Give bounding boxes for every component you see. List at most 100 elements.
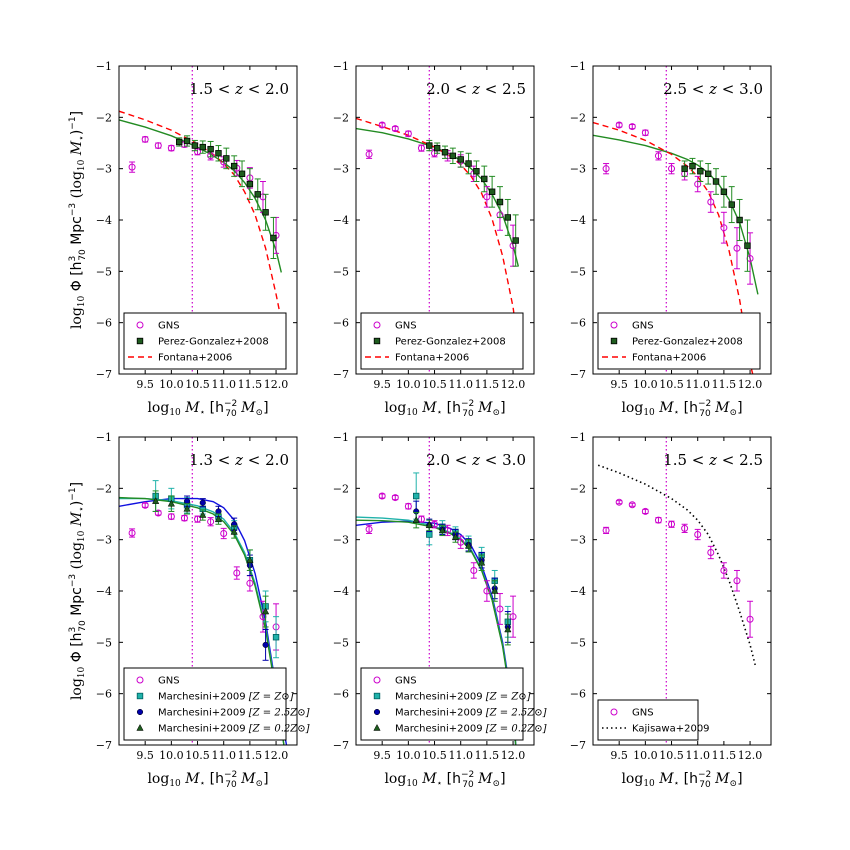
legend-label: Marchesini+2009 [Z = Z⊙] bbox=[395, 692, 531, 703]
x-tick-label: 9.5 bbox=[610, 378, 628, 391]
data-point-perez-gonzalez-2008 bbox=[681, 165, 688, 172]
y-tick-label: −3 bbox=[96, 163, 112, 176]
data-point-perez-gonzalez-2008 bbox=[689, 162, 696, 170]
y-tick-label: −2 bbox=[570, 111, 586, 124]
error-bar bbox=[470, 562, 477, 579]
series-line-marchesini-2009-z-2-5z bbox=[119, 497, 288, 745]
x-tick-label: 11.0 bbox=[211, 749, 236, 762]
x-tick-label: 11.0 bbox=[448, 378, 473, 391]
x-tick-label: 11.5 bbox=[475, 378, 500, 391]
panel-2: 9.5 10.0 10.5 11.0 11.5 12.0 −1 −2 −3 −4 −5 −6 −7 2.0… bbox=[333, 60, 535, 419]
data-point-marchesini-2009-z-2-5z bbox=[199, 499, 206, 506]
data-point-gns bbox=[128, 163, 136, 171]
x-tick-label: 11.5 bbox=[475, 749, 500, 762]
data-point-perez-gonzalez-2008 bbox=[473, 168, 480, 175]
data-point-perez-gonzalez-2008 bbox=[176, 138, 183, 146]
legend-label: Kajisawa+2009 bbox=[632, 724, 710, 735]
data-point-gns bbox=[615, 121, 623, 129]
data-point-gns bbox=[417, 144, 425, 152]
x-tick-label: 12.0 bbox=[738, 378, 763, 391]
error-bar bbox=[510, 224, 517, 267]
legend-label: GNS bbox=[395, 676, 417, 687]
data-point-perez-gonzalez-2008 bbox=[254, 191, 261, 198]
legend-label: Perez-Gonzalez+2008 bbox=[158, 337, 269, 348]
error-bar bbox=[220, 527, 227, 540]
data-point-perez-gonzalez-2008 bbox=[238, 170, 246, 177]
y-tick-label: −5 bbox=[570, 265, 586, 278]
x-tick-label: 9.5 bbox=[373, 749, 391, 762]
x-tick-label: 10.5 bbox=[659, 749, 684, 762]
y-tick-label: −4 bbox=[96, 585, 112, 598]
x-tick-label: 11.5 bbox=[238, 378, 263, 391]
redshift-label: 2.0 < z < 2.5 bbox=[426, 80, 526, 98]
data-point-marchesini-2009-z-0-2z bbox=[152, 497, 160, 504]
data-point-gns bbox=[404, 502, 412, 510]
legend-marker-gns bbox=[136, 676, 144, 684]
data-point-gns bbox=[378, 121, 386, 129]
error-bar bbox=[616, 500, 623, 505]
panel-6: 9.5 10.0 10.5 11.0 11.5 12.0 −1 −2 −3 −4 −5 −6 −7 1.5… bbox=[570, 431, 772, 790]
legend-label: Fontana+2006 bbox=[632, 353, 706, 364]
x-tick-label: 11.5 bbox=[712, 749, 737, 762]
data-point-gns bbox=[246, 579, 254, 587]
data-point-marchesini-2009-z-0-2z bbox=[246, 556, 254, 563]
data-point-perez-gonzalez-2008 bbox=[488, 188, 496, 195]
legend: GNS Perez-Gonzalez+2008 Fontana+2006 bbox=[123, 312, 287, 370]
y-tick-label: −5 bbox=[570, 636, 586, 649]
x-tick-label: 9.5 bbox=[373, 378, 391, 391]
legend-label: Marchesini+2009 [Z = 0.2Z⊙] bbox=[395, 724, 547, 735]
data-point-perez-gonzalez-2008 bbox=[720, 188, 728, 195]
x-tick-label: 10.5 bbox=[185, 749, 210, 762]
legend: GNS Marchesini+2009 [Z = Z⊙] Marchesini+20… bbox=[360, 667, 547, 741]
data-point-gns bbox=[720, 566, 728, 574]
data-point-perez-gonzalez-2008 bbox=[496, 198, 504, 206]
x-tick-label: 10.0 bbox=[396, 378, 421, 391]
data-point-gns bbox=[733, 577, 741, 585]
redshift-label: 1.5 < z < 2.5 bbox=[663, 451, 763, 469]
data-point-gns bbox=[391, 125, 399, 133]
legend-label: Marchesini+2009 [Z = Z⊙] bbox=[158, 692, 294, 703]
data-point-gns bbox=[694, 531, 702, 539]
y-tick-label: −1 bbox=[570, 60, 586, 73]
legend-marker-marchesini-2009-z-z bbox=[373, 692, 381, 700]
data-point-gns bbox=[654, 516, 662, 524]
legend-marker-perez-gonzalez-2008 bbox=[373, 337, 381, 345]
data-point-marchesini-2009-z-z bbox=[413, 492, 420, 500]
error-bar bbox=[457, 535, 464, 549]
data-point-perez-gonzalez-2008 bbox=[223, 155, 230, 162]
error-bar bbox=[129, 161, 136, 173]
legend-marker-marchesini-2009-z-2-5z bbox=[136, 708, 144, 716]
data-point-gns bbox=[365, 150, 373, 158]
x-axis-title: log10 M⋆ [h−2 70 M⊙] bbox=[147, 399, 268, 419]
x-tick-label: 12.0 bbox=[264, 749, 289, 762]
data-point-perez-gonzalez-2008 bbox=[270, 234, 277, 242]
legend-marker-marchesini-2009-z-2-5z bbox=[373, 708, 381, 716]
redshift-label: 2.0 < z < 3.0 bbox=[426, 451, 526, 469]
y-tick-label: −3 bbox=[570, 534, 586, 547]
y-tick-label: −1 bbox=[570, 431, 586, 444]
legend-marker-perez-gonzalez-2008 bbox=[136, 337, 144, 345]
legend: GNS Perez-Gonzalez+2008 Fontana+2006 bbox=[360, 312, 524, 370]
series-line-fontana-2006 bbox=[593, 121, 754, 374]
error-bar bbox=[720, 562, 727, 579]
data-point-perez-gonzalez-2008 bbox=[191, 142, 199, 149]
legend-marker-gns bbox=[610, 708, 618, 716]
series-line-perez-gonzalez-2008 bbox=[119, 119, 282, 273]
legend-label: Marchesini+2009 [Z = 2.5Z⊙] bbox=[395, 708, 547, 719]
data-point-marchesini-2009-z-0-2z bbox=[464, 541, 473, 549]
data-point-perez-gonzalez-2008 bbox=[433, 144, 441, 152]
data-point-gns bbox=[483, 587, 491, 595]
x-tick-label: 10.0 bbox=[633, 749, 658, 762]
x-tick-label: 10.0 bbox=[396, 749, 421, 762]
redshift-label: 1.3 < z < 2.0 bbox=[189, 451, 289, 469]
legend: GNS Kajisawa+2009 bbox=[597, 699, 710, 741]
data-point-marchesini-2009-z-2-5z bbox=[215, 508, 222, 515]
data-point-marchesini-2009-z-0-2z bbox=[412, 516, 420, 523]
y-tick-label: −6 bbox=[96, 317, 112, 330]
data-point-marchesini-2009-z-0-2z bbox=[425, 521, 433, 529]
data-point-marchesini-2009-z-0-2z bbox=[214, 515, 223, 522]
data-point-perez-gonzalez-2008 bbox=[449, 152, 457, 160]
data-point-gns bbox=[154, 509, 162, 517]
y-axis-title: log10 Φ [h370 Mpc−3 (log10 M⋆)−1] bbox=[68, 482, 88, 700]
data-point-perez-gonzalez-2008 bbox=[697, 168, 704, 175]
